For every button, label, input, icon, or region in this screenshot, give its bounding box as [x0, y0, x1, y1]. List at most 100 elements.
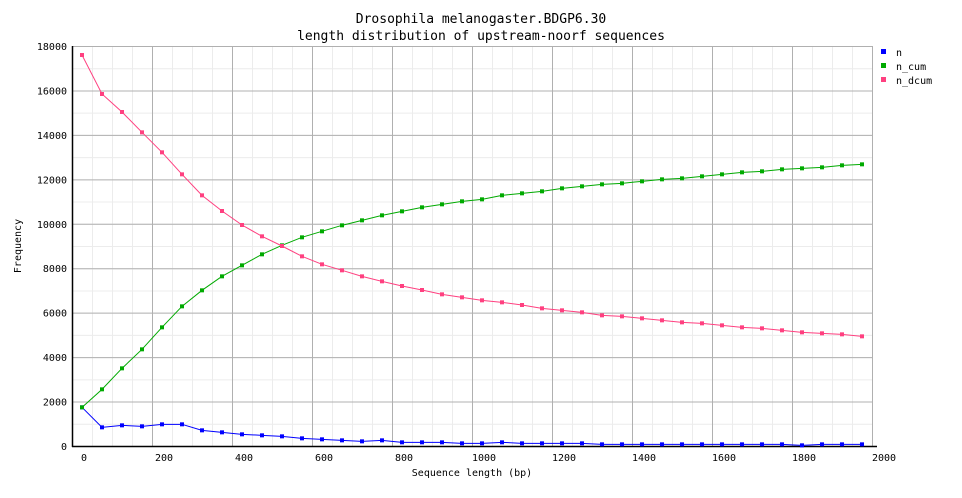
data-point-n_cum — [660, 177, 664, 182]
x-tick-label: 200 — [155, 453, 173, 464]
data-point-n_dcum — [300, 254, 304, 259]
data-point-n_dcum — [440, 292, 444, 297]
data-point-n_cum — [680, 176, 684, 181]
data-point-n_dcum — [580, 310, 584, 315]
data-point-n_dcum — [140, 130, 144, 135]
data-point-n_cum — [220, 274, 224, 279]
y-tick-label: 6000 — [43, 309, 67, 320]
data-point-n_cum — [240, 263, 244, 268]
data-point-n — [180, 422, 184, 427]
data-point-n_dcum — [500, 300, 504, 305]
data-point-n_cum — [500, 193, 504, 198]
data-point-n_cum — [480, 197, 484, 202]
data-point-n — [440, 440, 444, 445]
data-point-n_cum — [540, 189, 544, 194]
data-point-n_dcum — [480, 298, 484, 303]
axes — [71, 46, 877, 448]
x-tick-label: 800 — [395, 453, 413, 464]
data-point-n — [580, 441, 584, 446]
data-point-n_cum — [320, 229, 324, 234]
y-tick-label: 14000 — [37, 131, 67, 142]
data-point-n_cum — [100, 387, 104, 392]
data-point-n — [340, 438, 344, 443]
data-point-n — [840, 442, 844, 447]
legend-marker-n_dcum — [881, 77, 886, 82]
y-tick-label: 18000 — [37, 42, 67, 53]
x-tick-label: 1000 — [472, 453, 496, 464]
data-point-n_dcum — [760, 326, 764, 331]
y-tick-label: 10000 — [37, 220, 67, 231]
x-axis-label: Sequence length (bp) — [412, 468, 532, 479]
data-point-n_dcum — [260, 234, 264, 239]
data-point-n_cum — [180, 304, 184, 309]
data-point-n_dcum — [780, 328, 784, 333]
tick-labels: 0 200 400 600 800 1000 1200 1400 1600 1800 2000 0 20… — [37, 42, 896, 464]
data-point-n — [460, 441, 464, 446]
data-point-n_cum — [760, 169, 764, 174]
data-point-n_dcum — [740, 325, 744, 330]
data-point-n_cum — [200, 288, 204, 293]
data-point-n_cum — [560, 186, 564, 191]
x-tick-label: 1800 — [792, 453, 816, 464]
data-point-n_cum — [720, 172, 724, 177]
data-point-n_dcum — [700, 321, 704, 326]
data-point-n — [260, 433, 264, 438]
data-point-n_dcum — [640, 316, 644, 321]
data-point-n_dcum — [160, 150, 164, 155]
data-point-n — [680, 442, 684, 447]
data-point-n_cum — [160, 325, 164, 330]
data-point-n_dcum — [180, 172, 184, 177]
data-point-n — [280, 434, 284, 439]
data-point-n — [500, 440, 504, 445]
data-point-n — [760, 442, 764, 447]
data-point-n_dcum — [860, 334, 864, 339]
legend-label-n_cum: n_cum — [896, 62, 926, 73]
data-point-n — [380, 438, 384, 443]
data-point-n_dcum — [420, 288, 424, 292]
data-point-n — [740, 442, 744, 447]
data-point-n_dcum — [320, 262, 324, 267]
y-axis-label: Frequency — [13, 219, 24, 273]
data-point-n_cum — [120, 366, 124, 371]
data-point-n_dcum — [280, 244, 284, 248]
data-point-n — [480, 441, 484, 446]
y-tick-label: 12000 — [37, 175, 67, 186]
data-point-n_dcum — [200, 193, 204, 198]
data-point-n — [360, 439, 364, 444]
data-point-n_cum — [420, 205, 424, 210]
x-tick-label: 1600 — [712, 453, 736, 464]
data-point-n — [200, 428, 204, 433]
data-point-n_dcum — [100, 92, 104, 96]
data-point-n — [400, 440, 404, 445]
data-point-n — [620, 442, 624, 447]
data-point-n_dcum — [600, 313, 604, 318]
x-tick-label: 0 — [81, 453, 87, 464]
data-point-n_cum — [400, 209, 404, 214]
data-point-n_cum — [460, 199, 464, 204]
data-point-n — [720, 442, 724, 447]
data-point-n_dcum — [540, 306, 544, 311]
data-point-n — [540, 441, 544, 446]
y-tick-label: 2000 — [43, 398, 67, 409]
y-tick-label: 0 — [61, 442, 67, 453]
data-point-n_cum — [620, 181, 624, 186]
y-tick-label: 8000 — [43, 264, 67, 275]
data-point-n_dcum — [400, 284, 404, 288]
data-point-n — [860, 442, 864, 447]
data-point-n — [140, 424, 144, 429]
x-tick-label: 600 — [315, 453, 333, 464]
data-point-n_cum — [340, 223, 344, 228]
data-point-n_dcum — [800, 330, 804, 335]
data-point-n_dcum — [660, 318, 664, 323]
data-point-n_cum — [580, 184, 584, 189]
data-point-n — [780, 442, 784, 447]
data-point-n — [560, 441, 564, 446]
x-tick-label: 1400 — [632, 453, 656, 464]
data-point-n — [420, 440, 424, 445]
legend-marker-n_cum — [881, 63, 886, 68]
data-point-n_dcum — [80, 53, 84, 57]
data-point-n_cum — [740, 170, 744, 175]
data-point-n — [800, 443, 804, 448]
data-point-n_dcum — [460, 295, 464, 300]
data-point-n_cum — [360, 218, 364, 223]
